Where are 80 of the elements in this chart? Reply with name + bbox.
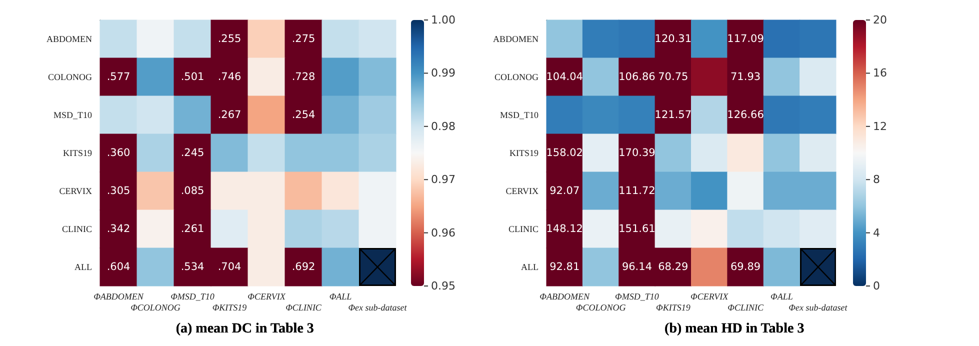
y-tick-label: CLINIC: [62, 224, 92, 234]
data-label: 71.93: [730, 71, 761, 83]
data-label: 106.86: [618, 71, 656, 83]
data-label: 92.07: [550, 185, 580, 197]
data-label: .501: [180, 71, 204, 83]
color-bar-label: 0.95: [431, 280, 456, 292]
data-label: .267: [218, 109, 242, 121]
data-label: 120.31: [654, 33, 692, 45]
y-tick-label: CERVIX: [59, 186, 92, 196]
y-tick-label: ALL: [74, 262, 92, 272]
text: (a) mean DC in Table 3: [176, 322, 314, 336]
x-tick-label: ΦABDOMEN: [540, 292, 591, 302]
color-bar-label: 16: [873, 66, 887, 80]
x-tick-label: Φex sub-dataset: [348, 302, 408, 312]
color-bar-label: 0.98: [431, 120, 456, 133]
y-tick-label: KITS19: [63, 148, 92, 158]
data-label: 69.89: [730, 261, 761, 273]
x-tick-label: ΦCOLONOG: [576, 302, 626, 312]
x-tick-label: ΦALL: [770, 292, 793, 302]
color-bar-label: 0.99: [431, 66, 456, 80]
y-tick-label: ABDOMEN: [46, 34, 92, 44]
data-label: .577: [106, 71, 130, 83]
x-tick-label: ΦABDOMEN: [94, 292, 144, 302]
data-label: 92.81: [550, 261, 580, 273]
data-label: 68.29: [658, 261, 688, 273]
data-label: .746: [218, 71, 242, 83]
data-label: 121.57: [654, 109, 692, 121]
data-label: 158.02: [546, 147, 583, 159]
data-label: .704: [218, 261, 242, 273]
x-tick-label: Φex sub-dataset: [788, 302, 848, 312]
data-label: .254: [292, 109, 316, 121]
data-label: .085: [180, 185, 204, 197]
data-label: 170.39: [618, 147, 656, 159]
data-label: 148.12: [546, 223, 583, 235]
data-label: .692: [292, 261, 316, 273]
color-bar-label: 1.00: [431, 14, 456, 26]
data-label: .261: [180, 223, 204, 235]
color-bar-label: 20: [873, 14, 887, 26]
data-label: 104.04: [546, 71, 584, 83]
data-label: .728: [292, 71, 316, 83]
x-tick-label: ΦKITS19: [656, 302, 691, 312]
y-tick-label: KITS19: [510, 148, 539, 158]
x-tick-label: ΦKITS19: [212, 302, 248, 312]
data-label: .604: [106, 261, 131, 273]
x-tick-label: ΦMSD_T10: [615, 292, 660, 302]
color-bar-label: 12: [873, 120, 887, 133]
x-tick-label: ΦMSD_T10: [170, 292, 215, 302]
data-label: .360: [106, 147, 130, 159]
color-bar-label: 0.97: [431, 173, 456, 186]
y-tick-label: MSD_T10: [53, 110, 92, 120]
x-tick-label: ΦCLINIC: [286, 302, 322, 312]
y-tick-label: CLINIC: [508, 224, 538, 234]
y-tick-label: ALL: [521, 262, 538, 272]
color-bar-label: 8: [873, 173, 880, 186]
data-label: .255: [218, 33, 242, 45]
color-bar-label: 4: [873, 226, 880, 240]
data-label: .342: [106, 223, 130, 235]
x-tick-label: ΦCOLONOG: [130, 302, 181, 312]
x-tick-label: ΦCERVIX: [690, 292, 729, 302]
data-label: 151.61: [618, 223, 656, 235]
data-label: 70.75: [658, 71, 688, 83]
data-label: .534: [180, 261, 205, 273]
y-tick-label: COLONOG: [494, 72, 539, 82]
data-label: .245: [180, 147, 204, 159]
data-label: 126.66: [727, 109, 764, 121]
data-label: 96.14: [622, 261, 652, 273]
data-label: .305: [106, 185, 130, 197]
y-tick-label: MSD_T10: [500, 110, 539, 120]
text: (b) mean HD in Table 3: [664, 322, 804, 336]
color-bar-label: 0: [873, 280, 880, 292]
color-bar-label: 0.96: [431, 226, 456, 240]
data-label: .275: [292, 33, 316, 45]
y-tick-label: CERVIX: [506, 186, 539, 196]
y-tick-label: ABDOMEN: [492, 34, 539, 44]
data-label: 117.09: [727, 33, 764, 45]
x-tick-label: ΦALL: [329, 292, 352, 302]
x-tick-label: ΦCERVIX: [248, 292, 286, 302]
y-tick-label: COLONOG: [48, 72, 92, 82]
data-label: 111.72: [618, 185, 656, 197]
x-tick-label: ΦCLINIC: [728, 302, 764, 312]
